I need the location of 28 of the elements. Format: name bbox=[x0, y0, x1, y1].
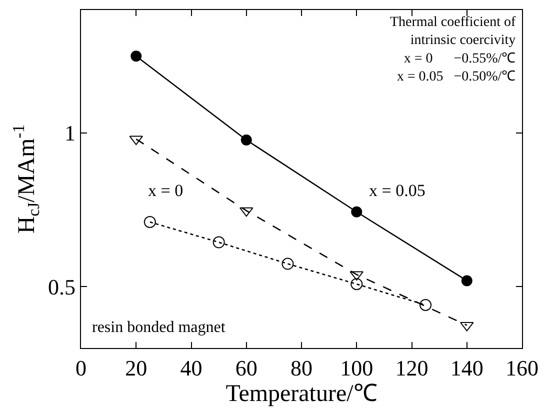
annotation: Thermal coefficient of intrinsic coercivity x = 0 −0.55%/℃ x = 0.05 −0.50%/℃ bbox=[390, 15, 516, 85]
point bbox=[240, 207, 254, 217]
x-tick-label: 160 bbox=[506, 356, 538, 381]
x-tick-label: 40 bbox=[180, 356, 202, 381]
x-tick-label: 60 bbox=[235, 356, 258, 381]
x-tick-label: 0 bbox=[76, 356, 86, 381]
x-tick-label: 140 bbox=[450, 356, 484, 381]
point bbox=[420, 298, 432, 311]
x-axis-title: Temperature/℃ bbox=[226, 380, 378, 407]
point bbox=[461, 275, 472, 286]
series-label: x = 0.05 bbox=[369, 181, 426, 200]
x-tick-label: 100 bbox=[340, 356, 374, 381]
y-tick-label: 1 bbox=[64, 120, 76, 146]
y-tick-label: 0.5 bbox=[48, 274, 76, 300]
point bbox=[130, 50, 142, 62]
point bbox=[212, 236, 225, 248]
point bbox=[350, 278, 363, 290]
point bbox=[351, 206, 362, 218]
point bbox=[350, 271, 364, 281]
point bbox=[282, 258, 294, 270]
annotation: resin bonded magnet bbox=[92, 319, 226, 336]
point bbox=[144, 216, 156, 228]
series-label: x = 0 bbox=[148, 181, 184, 200]
point bbox=[240, 134, 252, 146]
x-tick-label: 80 bbox=[290, 356, 312, 381]
x-tick-label: 120 bbox=[395, 356, 428, 381]
x-tick-label: 20 bbox=[125, 356, 148, 381]
point bbox=[129, 136, 143, 146]
